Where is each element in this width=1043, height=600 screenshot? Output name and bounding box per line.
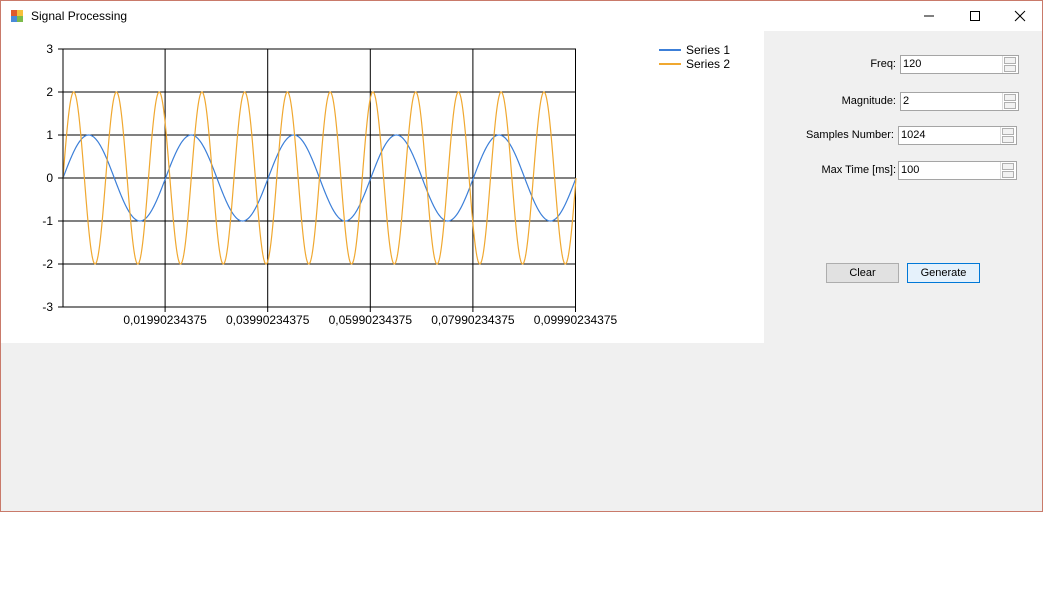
control-panel: Freq: 120 Magnitude: 2 Samples Number: 1… [764,31,1042,343]
y-tick-label: 1 [46,128,53,142]
legend-label: Series 1 [686,43,730,57]
freq-down-arrow-icon[interactable] [1004,65,1016,72]
y-tick-label: 2 [46,85,53,99]
freq-label: Freq: [870,58,896,70]
chart-area: 3 2 1 0 -1 -2 -3 0,01990234375 0,03990234375 0,05… [1,31,764,343]
freq-up-arrow-icon[interactable] [1004,57,1016,64]
close-icon [1014,10,1026,22]
x-tick-label: 0,01990234375 [123,313,207,327]
freq-value: 120 [903,58,922,70]
max-time-up-arrow-icon[interactable] [1002,163,1014,170]
y-tick-label: -1 [42,214,53,228]
freq-spinner[interactable] [1002,56,1018,73]
x-tick-label: 0,05990234375 [329,313,413,327]
minimize-icon [924,15,934,17]
maximize-icon [970,11,980,21]
max-time-value: 100 [901,164,920,176]
max-time-spinner[interactable] [1000,162,1016,179]
samples-down-arrow-icon[interactable] [1002,136,1014,143]
magnitude-input[interactable]: 2 [900,92,1019,111]
max-time-input[interactable]: 100 [898,161,1017,180]
freq-input[interactable]: 120 [900,55,1019,74]
generate-button[interactable]: Generate [907,263,980,283]
magnitude-label: Magnitude: [841,95,896,107]
magnitude-up-arrow-icon[interactable] [1004,94,1016,101]
x-tick-label: 0,09990234375 [534,313,618,327]
max-time-label: Max Time [ms]: [821,164,896,176]
samples-up-arrow-icon[interactable] [1002,128,1014,135]
x-tick-label: 0,03990234375 [226,313,310,327]
title-bar: Signal Processing [1,1,1042,31]
magnitude-down-arrow-icon[interactable] [1004,102,1016,109]
legend-label: Series 2 [686,57,730,71]
maximize-button[interactable] [952,1,998,31]
magnitude-spinner[interactable] [1002,93,1018,110]
y-tick-label: -3 [42,300,53,314]
y-tick-label: 0 [46,171,53,185]
app-icon [10,9,24,23]
main-window: Signal Processing 3 2 1 0 -1 -2 -3 0,0199023437… [0,0,1043,512]
window-title: Signal Processing [31,9,128,23]
samples-value: 1024 [901,129,926,141]
minimize-button[interactable] [906,1,952,31]
series-line-series-2 [62,91,577,265]
samples-label: Samples Number: [805,129,894,141]
y-tick-label: 3 [46,42,53,56]
y-tick-label: -2 [42,257,53,271]
max-time-down-arrow-icon[interactable] [1002,171,1014,178]
clear-button[interactable]: Clear [826,263,899,283]
samples-input[interactable]: 1024 [898,126,1017,145]
samples-spinner[interactable] [1000,127,1016,144]
magnitude-value: 2 [903,95,910,107]
close-button[interactable] [997,1,1043,31]
signal-chart: 3 2 1 0 -1 -2 -3 0,01990234375 0,03990234375 0,05… [42,42,730,327]
x-tick-label: 0,07990234375 [431,313,515,327]
